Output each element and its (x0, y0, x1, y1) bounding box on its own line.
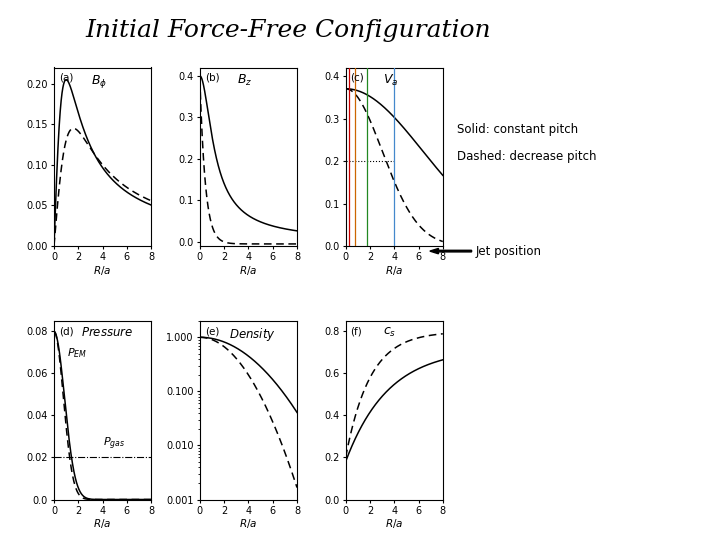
Text: (d): (d) (59, 326, 73, 336)
Text: Dashed: decrease pitch: Dashed: decrease pitch (457, 150, 597, 163)
Text: $P_{gas}$: $P_{gas}$ (103, 435, 125, 452)
Text: (b): (b) (204, 73, 220, 83)
X-axis label: $R/a$: $R/a$ (239, 517, 258, 530)
X-axis label: $R/a$: $R/a$ (94, 264, 112, 276)
Text: $V_a$: $V_a$ (382, 73, 398, 88)
Text: Solid: constant pitch: Solid: constant pitch (457, 123, 578, 136)
Text: (f): (f) (351, 326, 362, 336)
Text: (a): (a) (59, 73, 73, 83)
Text: Initial Force-Free Configuration: Initial Force-Free Configuration (85, 19, 491, 42)
X-axis label: $R/a$: $R/a$ (385, 264, 403, 276)
Text: $B_z$: $B_z$ (237, 73, 252, 88)
Text: $B_\phi$: $B_\phi$ (91, 73, 107, 90)
Text: $Density$: $Density$ (229, 326, 276, 343)
Text: Jet position: Jet position (475, 245, 541, 258)
Text: $P_{EM}$: $P_{EM}$ (67, 347, 86, 361)
X-axis label: $R/a$: $R/a$ (239, 264, 258, 276)
Text: $Pressure$: $Pressure$ (81, 326, 134, 339)
Text: (e): (e) (204, 326, 219, 336)
X-axis label: $R/a$: $R/a$ (385, 517, 403, 530)
Text: (c): (c) (351, 73, 364, 83)
Text: $c_s$: $c_s$ (382, 326, 396, 340)
X-axis label: $R/a$: $R/a$ (94, 517, 112, 530)
